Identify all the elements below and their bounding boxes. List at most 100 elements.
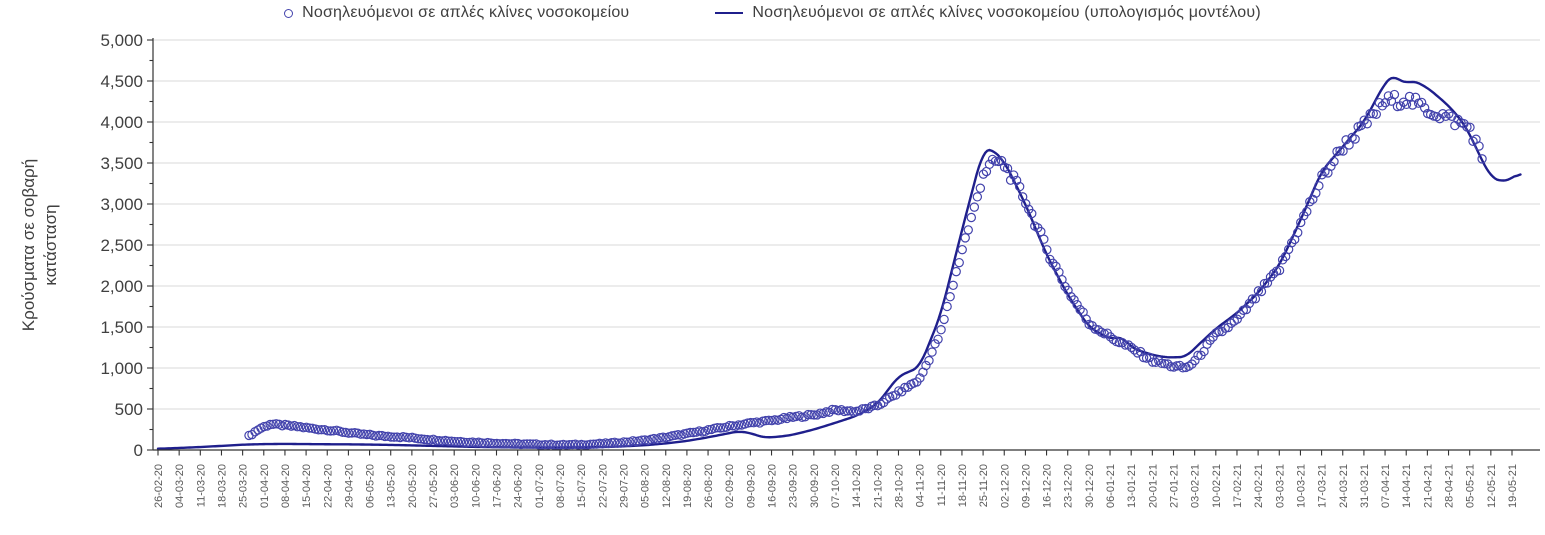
x-tick-label: 16-09-20 — [767, 464, 779, 508]
x-tick-label: 02-09-20 — [724, 464, 736, 508]
data-point-circle — [622, 437, 632, 447]
data-point-circle — [606, 438, 617, 448]
data-point-circle — [422, 434, 432, 445]
data-point-circle — [1338, 146, 1348, 156]
data-point-circle — [495, 439, 505, 449]
data-point-circle — [966, 212, 977, 223]
data-point-circle — [528, 439, 538, 449]
data-point-circle — [1274, 265, 1285, 276]
x-tick-label: 17-06-20 — [492, 464, 504, 508]
data-point-circle — [688, 427, 698, 438]
x-tick-label: 17-03-21 — [1317, 464, 1329, 508]
data-point-circle — [1374, 97, 1385, 108]
x-tick-label: 22-04-20 — [322, 464, 334, 508]
data-point-circle — [1166, 362, 1176, 372]
data-point-circle — [1205, 335, 1215, 345]
x-tick-label: 02-12-20 — [999, 464, 1011, 508]
x-tick-label: 30-12-20 — [1084, 464, 1096, 508]
y-tick-label: 2,000 — [100, 277, 143, 296]
data-point-circle — [1356, 120, 1366, 131]
data-point-circle — [1114, 337, 1125, 348]
x-tick-label: 12-08-20 — [661, 464, 673, 508]
data-point-circle — [1265, 272, 1276, 282]
data-point-circle — [685, 427, 695, 438]
data-point-circle — [552, 440, 562, 450]
data-point-circle — [1335, 146, 1345, 156]
data-point-circle — [1350, 134, 1360, 144]
x-tick-label: 29-04-20 — [343, 464, 355, 508]
x-tick-label: 20-05-20 — [407, 464, 419, 508]
data-point-circle — [461, 437, 472, 448]
axes: 0 500 1,000 1,500 2,000 2,500 3,000 3,500 4,000 4… — [100, 31, 1540, 508]
data-point-circle — [821, 407, 831, 417]
data-point-circle — [1329, 156, 1339, 167]
data-point-circle — [1117, 337, 1128, 348]
data-point-circle — [1163, 359, 1173, 369]
x-tick-label: 21-04-21 — [1422, 464, 1434, 508]
x-tick-label: 26-02-20 — [153, 464, 165, 508]
data-point-circle — [464, 437, 475, 448]
data-point-circle — [1129, 345, 1140, 355]
x-tick-label: 21-10-20 — [872, 464, 884, 508]
data-point-circle — [803, 409, 813, 420]
data-point-circle — [1341, 135, 1351, 145]
data-point-circle — [972, 192, 983, 202]
data-point-circle — [1377, 101, 1388, 111]
data-point-circle — [1256, 286, 1267, 297]
data-point-circle — [727, 421, 738, 431]
data-point-circle — [588, 439, 599, 449]
data-point-circle — [1416, 97, 1427, 108]
y-tick-label: 2,500 — [100, 236, 143, 255]
data-point-circle — [619, 437, 629, 447]
data-point-circle — [1447, 111, 1457, 121]
data-point-circle — [1011, 175, 1022, 186]
data-point-circle — [1172, 361, 1182, 371]
data-point-circle — [316, 425, 327, 435]
data-point-circle — [458, 437, 469, 447]
data-point-circle — [431, 435, 442, 446]
x-tick-label: 15-07-20 — [576, 464, 588, 508]
data-point-circle — [522, 439, 532, 449]
data-point-circle — [1178, 363, 1188, 373]
data-point-circle — [1365, 108, 1375, 119]
data-point-circle — [1021, 199, 1031, 209]
x-tick-label: 22-07-20 — [597, 464, 609, 508]
x-tick-label: 11-11-20 — [936, 464, 948, 506]
data-point-circle — [1435, 113, 1445, 124]
data-point-circle — [1362, 119, 1372, 129]
data-point-circle — [292, 422, 303, 432]
data-point-circle — [443, 436, 454, 446]
data-point-circle — [900, 382, 910, 393]
data-point-circle — [1241, 304, 1252, 315]
data-point-circle — [325, 426, 336, 436]
data-point-circle — [579, 440, 590, 450]
data-point-circle — [380, 431, 390, 442]
model-line-series — [156, 76, 1522, 450]
data-point-circle — [1398, 97, 1409, 107]
x-tick-label: 18-11-20 — [957, 464, 969, 507]
data-point-circle — [350, 428, 360, 438]
data-point-circle — [504, 439, 514, 449]
x-tick-label: 14-10-20 — [851, 464, 863, 508]
data-point-circle — [1262, 278, 1273, 288]
data-point-circle — [371, 431, 381, 441]
y-axis-title: Κρούσματα σε σοβαρή κατάσταση — [18, 150, 62, 340]
data-point-circle — [298, 423, 309, 433]
data-point-circle — [1432, 111, 1442, 122]
x-tick-label: 16-12-20 — [1042, 464, 1054, 508]
x-tick-label: 08-04-20 — [280, 464, 292, 508]
x-tick-label: 26-08-20 — [703, 464, 715, 508]
x-tick-label: 10-03-21 — [1295, 464, 1307, 508]
x-tick-label: 23-09-20 — [788, 464, 800, 508]
data-point-circle — [960, 233, 970, 243]
x-tick-label: 07-04-21 — [1380, 464, 1392, 508]
data-point-circle — [1081, 314, 1091, 324]
data-point-circle — [1039, 234, 1049, 244]
x-tick-label: 28-04-21 — [1444, 464, 1456, 508]
data-point-circle — [1419, 103, 1430, 113]
data-point-circle — [637, 435, 647, 445]
x-tick-label: 24-02-21 — [1253, 464, 1265, 508]
x-tick-label: 09-12-20 — [1020, 464, 1032, 508]
data-point-circle — [437, 436, 448, 446]
